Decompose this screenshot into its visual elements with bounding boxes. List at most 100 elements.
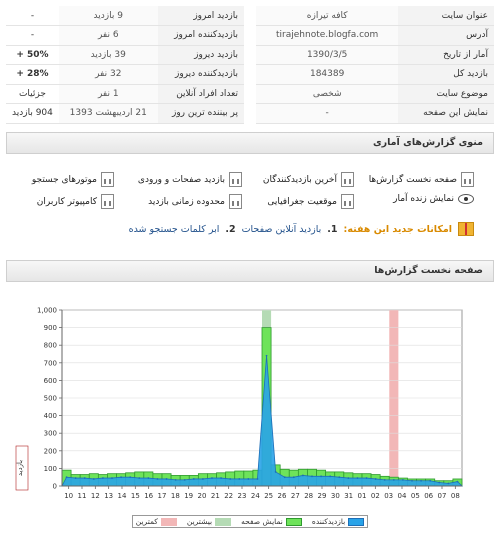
online-details-link[interactable]: جزئیات [6, 84, 59, 104]
visitors-point [438, 481, 441, 484]
y-axis-label-box [15, 445, 29, 491]
visitors-point [220, 477, 222, 479]
x-tick-label: 04 [398, 492, 407, 500]
feature-search-word-cloud[interactable]: ابر کلمات جستجو شده [128, 223, 220, 235]
y-axis-label: بازدید [16, 460, 24, 476]
x-tick-label: 28 [304, 492, 313, 500]
visitors-point [247, 478, 250, 480]
summary-value: 21 اردیبهشت 1393 [58, 103, 158, 124]
legend-visitors-swatch [348, 517, 365, 526]
visitors-point [138, 477, 141, 479]
visitors-point [274, 471, 277, 473]
visitors-point [383, 478, 386, 481]
report-page-icon [101, 172, 114, 187]
y-tick-label: 600 [44, 377, 57, 385]
y-tick-label: 500 [44, 395, 57, 403]
legend-max[interactable]: بیشترین [187, 517, 232, 526]
report-page-icon [341, 172, 354, 187]
summary-label: بازدید دیروز [157, 45, 244, 65]
x-tick-label: 07 [438, 492, 447, 500]
y-tick-label: 800 [44, 342, 57, 350]
summary-label: بازدید کل [398, 64, 494, 85]
summary-row: عنوان سایت کافه تیرازه [256, 6, 494, 26]
reports-menu: صفحه نخست گزارش‌ها آخرین بازدیدکنندگان ب… [6, 164, 494, 214]
x-tick-label: 31 [344, 492, 353, 500]
menu-item-user-computers[interactable]: کامپیوتر کاربران [37, 194, 114, 209]
x-tick-label: 05 [411, 492, 420, 500]
visitors-point [183, 478, 186, 481]
visits-chart-svg: 0 100 200 300 400 500 600 700 800 900 1,000 بازدید 1… [15, 307, 463, 500]
y-tick-label: 200 [44, 447, 57, 455]
visitors-point [420, 479, 422, 482]
x-tick-label: 01 [358, 492, 367, 500]
menu-item-time-range[interactable]: محدوده زمانی بازدید [148, 194, 242, 209]
x-tick-label: 20 [198, 492, 207, 500]
summary-value: کافه تیرازه [256, 6, 399, 26]
menu-item-search-engines[interactable]: موتورهای جستجو [32, 172, 114, 187]
visitors-point [292, 476, 295, 479]
summary-row: بازدید دیروز 39 بازدید 50% + [6, 45, 244, 65]
x-tick-label: 13 [104, 492, 113, 500]
summary-value: 39 بازدید [58, 45, 158, 65]
legend-pageviews[interactable]: نمایش صفحه [241, 517, 302, 526]
summary-row: بازدیدکننده امروز 6 نفر - [6, 25, 244, 46]
visitors-point [329, 475, 332, 478]
summary-value: 9 بازدید [58, 6, 158, 26]
menu-item-page-views[interactable]: بازدید صفحات و ورودی [138, 172, 242, 187]
summary-label: نمایش این صفحه [398, 103, 494, 124]
summary-row: موضوع سایت شخصی [256, 84, 494, 104]
visitors-point [283, 476, 286, 479]
visitors-point [192, 478, 195, 480]
visitors-point [211, 477, 213, 479]
summary-label: بازدیدکننده امروز [157, 25, 244, 46]
gift-icon [458, 222, 474, 236]
feature-online-page-views[interactable]: بازدید آنلاین صفحات [241, 223, 322, 235]
y-tick-label: 1,000 [37, 307, 57, 315]
x-tick-label: 11 [78, 492, 87, 500]
reports-menu-title: منوی گزارش‌های آماری [372, 137, 483, 148]
visitors-point [311, 475, 313, 478]
summary-row: پر بیننده ترین روز 21 اردیبهشت 1393 904 با… [6, 103, 244, 124]
visitors-point [129, 476, 132, 479]
new-features-title: امکانات جدید این هفته: [343, 223, 452, 235]
legend-min[interactable]: کمترین [136, 517, 177, 526]
x-tick-label: 12 [91, 492, 100, 500]
summary-label: عنوان سایت [398, 6, 494, 26]
x-tick-label: 14 [118, 492, 127, 500]
legend-max-swatch [215, 517, 232, 526]
visitors-point [320, 475, 322, 478]
report-page-icon [229, 172, 242, 187]
summary-label: پر بیننده ترین روز [157, 103, 244, 124]
summary-label: بازدیدکننده دیروز [157, 64, 244, 85]
x-tick-label: 18 [171, 492, 180, 500]
visitors-point [402, 478, 404, 481]
menu-item-geo-location[interactable]: موقعیت جغرافیایی [267, 194, 354, 209]
summary-value: 32 نفر [58, 64, 158, 85]
y-tick-label: 0 [53, 483, 57, 491]
legend-visitors[interactable]: بازدیدکننده [312, 517, 365, 526]
summary-label: آدرس [398, 25, 494, 46]
visitors-point [356, 477, 359, 479]
summary-value: 1390/3/5 [256, 45, 399, 65]
reports-menu-header: منوی گزارش‌های آماری [6, 132, 494, 154]
chart-legend: بازدیدکننده نمایش صفحه بیشترین کمترین [132, 515, 368, 528]
visitors-point [156, 478, 159, 480]
x-tick-label: 29 [318, 492, 327, 500]
visits-chart: 0 100 200 300 400 500 600 700 800 900 1,000 بازدید 1… [6, 286, 494, 533]
summary-value[interactable]: tirajehnote.blogfa.com [256, 25, 399, 46]
legend-pageviews-swatch [285, 517, 302, 526]
summary-extra: 28% + [6, 64, 59, 85]
summary-extra: - [6, 25, 59, 46]
menu-item-live-stats[interactable]: نمایش زنده آمار [393, 194, 474, 204]
summary-label: آمار از تاریخ [398, 45, 494, 65]
summary-row: تعداد افراد آنلاین 1 نفر جزئیات [6, 84, 244, 104]
y-tick-label: 900 [44, 324, 57, 332]
y-tick-label: 100 [44, 465, 57, 473]
menu-item-last-visitors[interactable]: آخرین بازدیدکنندگان [263, 172, 354, 187]
summary-label: موضوع سایت [398, 84, 494, 104]
legend-min-swatch [160, 517, 177, 526]
site-summary: عنوان سایت کافه تیرازه آدرس tirajehnote.blo… [6, 6, 494, 124]
x-tick-label: 22 [224, 492, 233, 500]
menu-item-reports-home[interactable]: صفحه نخست گزارش‌ها [369, 172, 474, 187]
summary-value: 1 نفر [58, 84, 158, 104]
